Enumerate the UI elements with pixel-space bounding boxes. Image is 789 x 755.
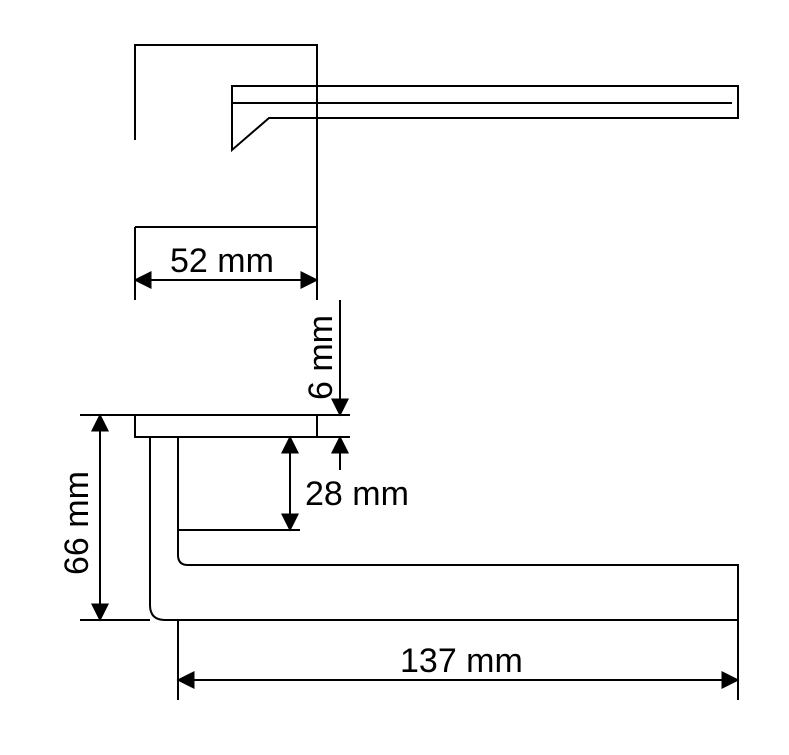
lever-side xyxy=(150,437,738,620)
side-view xyxy=(135,415,738,620)
top-view xyxy=(135,45,738,227)
dim-label-6: 6 mm xyxy=(302,315,340,400)
plate-side xyxy=(135,415,317,437)
dim-label-52: 52 mm xyxy=(170,242,274,280)
dim-label-66: 66 mm xyxy=(58,471,96,575)
rose-outline xyxy=(135,45,317,227)
dim-label-28: 28 mm xyxy=(305,475,409,513)
lever-top xyxy=(232,86,738,150)
dim-label-137: 137 mm xyxy=(400,642,523,680)
